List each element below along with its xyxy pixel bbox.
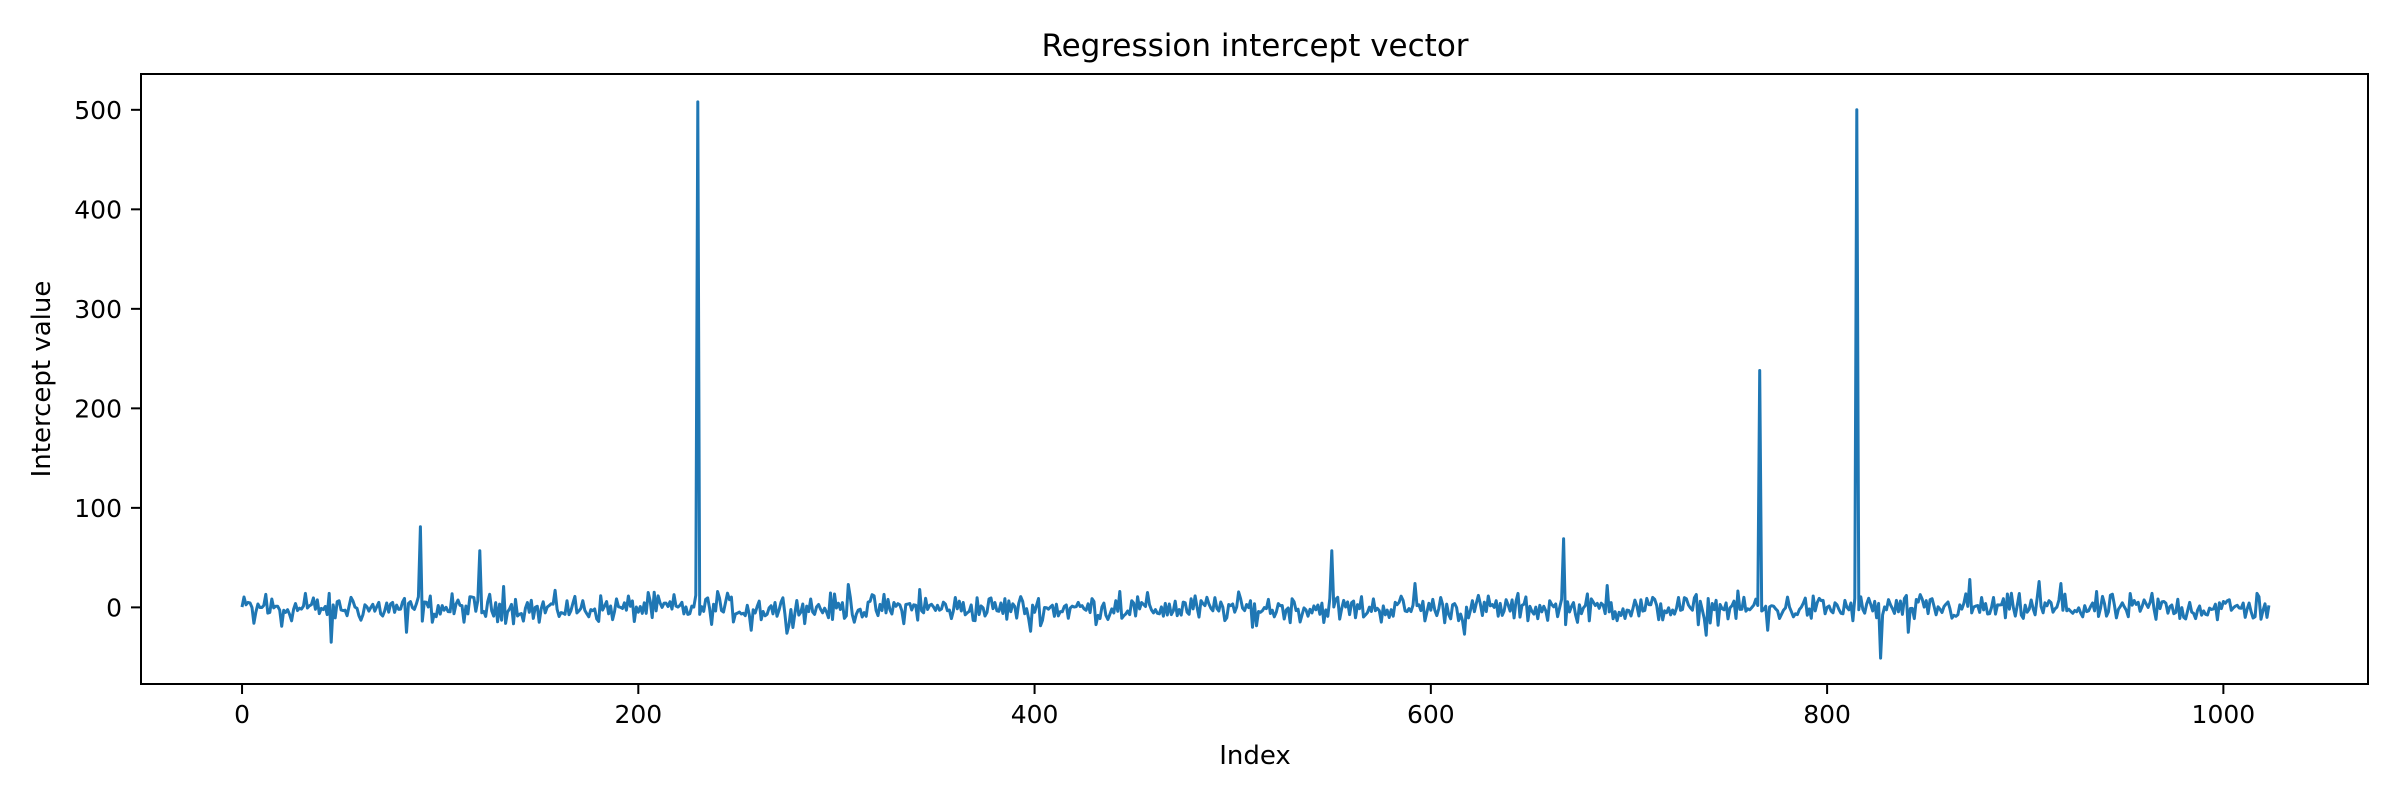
- x-axis-label: Index: [1219, 741, 1291, 771]
- chart-title: Regression intercept vector: [1041, 28, 1468, 64]
- series-line: [240, 100, 2271, 660]
- y-tick-label: 0: [106, 593, 122, 622]
- series-layer: [240, 100, 2271, 660]
- y-axis-label: Intercept value: [27, 281, 57, 478]
- x-axis: 0 200 400 600 800 1000: [234, 684, 2255, 729]
- plot-frame: [140, 73, 2369, 685]
- y-tick-label: 200: [74, 394, 122, 423]
- y-axis: 0 100 200 300 400 500: [74, 96, 141, 622]
- x-tick-label: 0: [234, 700, 250, 729]
- y-tick-label: 400: [74, 195, 122, 224]
- x-tick-label: 200: [614, 700, 662, 729]
- x-tick-label: 400: [1011, 700, 1059, 729]
- y-tick-label: 500: [74, 96, 122, 125]
- y-tick-label: 300: [74, 295, 122, 324]
- x-tick-label: 800: [1803, 700, 1851, 729]
- x-tick-label: 600: [1407, 700, 1455, 729]
- x-tick-label: 1000: [2192, 700, 2256, 729]
- plot-area: [141, 74, 2368, 684]
- y-tick-label: 100: [74, 494, 122, 523]
